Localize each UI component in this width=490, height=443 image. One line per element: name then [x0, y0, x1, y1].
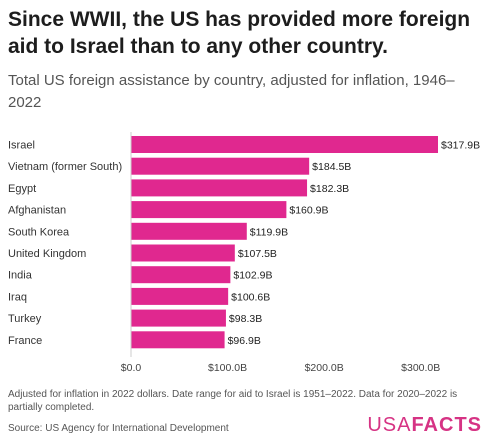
value-label: $98.3B: [229, 313, 262, 325]
category-label: Afghanistan: [8, 205, 66, 217]
value-label: $184.5B: [312, 161, 351, 173]
category-label: Egypt: [8, 183, 36, 195]
bar: [131, 244, 235, 262]
value-label: $102.9B: [233, 270, 272, 282]
category-label: France: [8, 335, 42, 347]
x-tick-label: $100.0B: [208, 362, 247, 373]
category-label: Turkey: [8, 313, 42, 325]
value-label: $317.9B: [441, 140, 480, 152]
bar: [131, 266, 231, 284]
x-tick-label: $0.0: [121, 362, 142, 373]
bar: [131, 222, 247, 240]
bar-chart: Israel $317.9B Vietnam (former South) $184.…: [8, 132, 480, 373]
bar: [131, 331, 225, 349]
category-label: United Kingdom: [8, 248, 86, 260]
x-tick-label: $300.0B: [401, 362, 440, 373]
value-label: $96.9B: [228, 335, 261, 347]
value-label: $100.6B: [231, 291, 270, 303]
category-label: Israel: [8, 140, 35, 152]
bar: [131, 287, 229, 305]
footnote: Adjusted for inflation in 2022 dollars. …: [8, 389, 458, 413]
category-label: India: [8, 270, 33, 282]
bar: [131, 136, 438, 153]
usafacts-logo: USAFACTS: [367, 414, 482, 436]
value-label: $160.9B: [289, 205, 328, 217]
value-label: $107.5B: [238, 248, 277, 260]
value-label: $182.3B: [310, 183, 349, 195]
category-label: South Korea: [8, 226, 70, 238]
bar: [131, 309, 226, 327]
bar: [131, 157, 310, 175]
chart-subtitle: Total US foreign assistance by country, …: [8, 72, 455, 111]
bar: [131, 201, 287, 219]
bar: [131, 179, 308, 197]
value-label: $119.9B: [250, 226, 288, 238]
category-label: Iraq: [8, 291, 27, 303]
x-tick-label: $200.0B: [305, 362, 344, 373]
category-label: Vietnam (former South): [8, 161, 122, 173]
chart-title: Since WWII, the US has provided more for…: [8, 8, 471, 58]
source-note: Source: US Agency for International Deve…: [8, 423, 229, 434]
